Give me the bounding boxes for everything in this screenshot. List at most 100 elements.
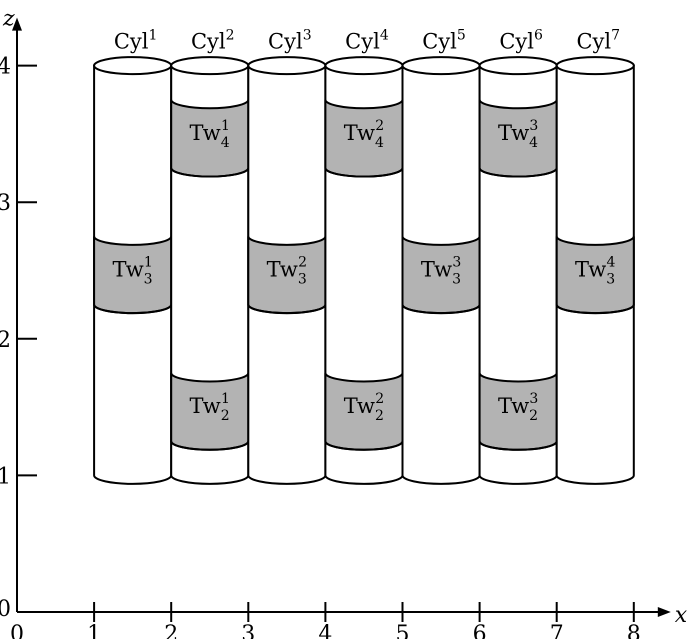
z-tick-label: 1 xyxy=(0,464,11,489)
twist-band-label-superscript: 4 xyxy=(607,255,616,271)
twist-band-label: Tw34 xyxy=(575,255,615,288)
x-tick-label: 4 xyxy=(318,622,332,639)
cylinder-top-ellipse xyxy=(93,56,173,76)
twist-band-label: Tw21 xyxy=(190,391,230,424)
cylinder-label-superscript: 4 xyxy=(380,28,389,44)
z-tick-label: 2 xyxy=(0,328,11,353)
twist-band: Tw34 xyxy=(555,236,635,315)
twist-band-label-superscript: 2 xyxy=(375,391,384,407)
x-axis-arrowhead xyxy=(657,607,671,617)
twist-band-label-superscript: 1 xyxy=(144,255,153,271)
cylinder-label-base: Cyl xyxy=(268,30,303,54)
twist-band-label: Tw42 xyxy=(344,118,384,151)
twist-band-label: Tw32 xyxy=(267,255,307,288)
cylinders-layer: Tw31Cyl1Tw41Tw21Cyl2Tw32Cyl3Tw42Tw22Cyl4… xyxy=(93,28,635,485)
x-tick-label: 5 xyxy=(396,622,410,639)
cylinder-top-ellipse xyxy=(170,56,250,76)
twist-band: Tw33 xyxy=(401,236,481,315)
twist-band-label-subscript: 3 xyxy=(606,272,615,288)
cylinder-5: Tw33 Cyl5 xyxy=(401,28,481,485)
cylinder-label-base: Cyl xyxy=(191,30,226,54)
x-tick-label: 3 xyxy=(241,622,255,639)
cylinder-label-base: Cyl xyxy=(576,30,611,54)
cylinder-top-ellipse xyxy=(478,56,558,76)
twist-band-label-base: Tw xyxy=(344,394,375,418)
twist-band-label: Tw43 xyxy=(498,118,538,151)
x-tick-label: 8 xyxy=(627,622,641,639)
cylinder-label-superscript: 5 xyxy=(457,28,466,44)
twist-band-label-base: Tw xyxy=(498,394,529,418)
twist-band: Tw42 xyxy=(324,99,404,178)
twist-band-lower-edge xyxy=(247,304,327,315)
twist-band-label-superscript: 3 xyxy=(452,255,461,271)
twist-band-label-base: Tw xyxy=(421,258,452,282)
cylinder-label-superscript: 3 xyxy=(303,28,312,44)
z-tick-label: 4 xyxy=(0,55,11,80)
twist-band-label-superscript: 2 xyxy=(375,118,384,134)
twist-band-label: Tw23 xyxy=(498,391,538,424)
twist-band: Tw21 xyxy=(170,372,250,451)
twist-band-label-subscript: 4 xyxy=(529,135,538,151)
twist-band-label-subscript: 2 xyxy=(221,408,230,424)
cylinder-label-base: Cyl xyxy=(114,30,149,54)
cylinder-label-base: Cyl xyxy=(422,30,457,54)
z-axis-arrowhead xyxy=(12,17,22,31)
twist-band-lower-edge xyxy=(401,304,481,315)
twist-band-lower-edge xyxy=(93,304,173,315)
twist-band-label-subscript: 3 xyxy=(452,272,461,288)
cylinder-top-ellipse xyxy=(401,56,481,76)
cylinder-label-base: Cyl xyxy=(499,30,534,54)
twist-band-label: Tw22 xyxy=(344,391,384,424)
cylinder-label: Cyl4 xyxy=(345,28,389,54)
twist-band: Tw41 xyxy=(170,99,250,178)
x-tick-label: 2 xyxy=(164,622,178,639)
twist-band-lower-edge xyxy=(324,167,404,178)
twist-band: Tw23 xyxy=(478,372,558,451)
twist-band-lower-edge xyxy=(478,440,558,451)
twist-band-label-subscript: 4 xyxy=(375,135,384,151)
cylinder-label: Cyl5 xyxy=(422,28,466,54)
twist-band-label-base: Tw xyxy=(190,394,221,418)
twist-band-label-subscript: 3 xyxy=(298,272,307,288)
z-tick-label: 3 xyxy=(0,191,11,216)
twist-band-lower-edge xyxy=(478,167,558,178)
z-axis-label: z xyxy=(2,7,15,32)
twist-band-lower-edge xyxy=(324,440,404,451)
twist-band: Tw32 xyxy=(247,236,327,315)
x-tick-label: 6 xyxy=(473,622,487,639)
cylinder-label: Cyl2 xyxy=(191,28,235,54)
cylinder-label-superscript: 7 xyxy=(611,28,620,44)
x-tick-label: 0 xyxy=(10,622,24,639)
twist-band-label-base: Tw xyxy=(344,121,375,145)
twist-band-label-subscript: 2 xyxy=(375,408,384,424)
twist-band: Tw31 xyxy=(93,236,173,315)
twist-band-lower-edge xyxy=(170,167,250,178)
twist-band-lower-edge xyxy=(555,304,635,315)
cylinder-label-superscript: 1 xyxy=(149,28,158,44)
twist-band-label: Tw33 xyxy=(421,255,461,288)
x-tick-label: 1 xyxy=(87,622,101,639)
twist-band-label-subscript: 3 xyxy=(144,272,153,288)
twist-band-label-subscript: 2 xyxy=(529,408,538,424)
twist-band-label-superscript: 3 xyxy=(529,391,538,407)
twist-band-label-superscript: 2 xyxy=(298,255,307,271)
twist-band-label-base: Tw xyxy=(190,121,221,145)
twist-band-label-superscript: 1 xyxy=(221,118,230,134)
twist-band-label: Tw41 xyxy=(190,118,230,151)
twist-band-label-base: Tw xyxy=(498,121,529,145)
twist-band-label-base: Tw xyxy=(112,258,143,282)
twist-band: Tw43 xyxy=(478,99,558,178)
cylinder-label-superscript: 2 xyxy=(226,28,235,44)
cylinder-top-ellipse xyxy=(324,56,404,76)
cylinder-label-superscript: 6 xyxy=(534,28,543,44)
cylinder-label: Cyl1 xyxy=(114,28,158,54)
z-tick-label: 0 xyxy=(0,597,11,622)
x-axis-label: x xyxy=(675,603,688,628)
twist-band-lower-edge xyxy=(170,440,250,451)
cylinder-label: Cyl7 xyxy=(576,28,620,54)
cylinder-label: Cyl3 xyxy=(268,28,312,54)
